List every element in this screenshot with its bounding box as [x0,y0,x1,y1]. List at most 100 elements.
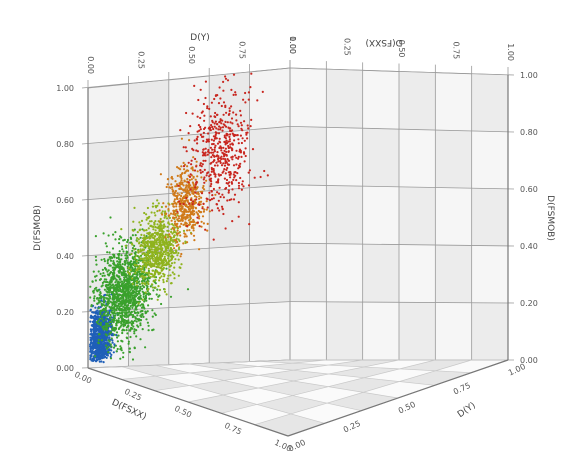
data-point [119,293,122,296]
data-point [231,148,234,151]
data-point [203,119,206,122]
data-point [105,342,108,345]
data-point [137,238,140,241]
data-point [104,314,107,317]
data-point [169,247,173,250]
data-point [132,304,136,307]
left-tick-label: 0.40 [56,252,74,261]
data-point [191,224,194,227]
data-point [162,240,165,243]
data-point [206,222,209,225]
data-point [145,264,148,267]
right-axis-label: D(FSMOB) [545,195,555,241]
data-point [196,135,199,138]
data-point [104,320,107,323]
data-point [99,311,102,315]
data-point [211,209,214,212]
data-point [91,345,94,348]
data-point [208,126,211,129]
data-point [180,194,183,198]
data-point [138,272,141,275]
top-left-tick-label: 0.50 [187,46,196,64]
data-point [232,111,235,114]
data-point [136,314,139,317]
data-point [212,151,215,154]
data-point [216,142,220,145]
data-point [224,143,227,146]
data-point [212,139,215,142]
data-point [169,212,173,215]
data-point [147,247,150,250]
data-point [253,176,256,179]
data-point [231,132,234,135]
data-point [120,254,123,257]
data-point [172,224,175,227]
data-point [234,174,237,177]
bottom-left-axis-label: D(FSXX) [110,398,148,423]
top-left-tick-label: 0.25 [137,51,146,69]
data-point [234,93,237,96]
data-point [244,91,247,95]
bottom-right-tick-label: 0.50 [397,400,417,416]
data-point [106,331,109,334]
data-point [160,229,163,232]
data-point [227,189,230,192]
data-point [199,128,202,131]
data-point [144,261,147,264]
data-point [145,229,148,232]
data-point [112,321,115,324]
bottom-right-tick-label: 0.25 [342,419,362,435]
data-point [123,260,126,264]
data-point [146,310,149,313]
data-point [118,278,121,281]
data-point [165,267,168,270]
data-point [151,242,154,245]
data-point [221,208,224,211]
data-point [125,276,128,279]
data-point [168,268,171,271]
data-point [141,241,144,244]
data-point [249,125,252,128]
data-point [168,233,171,236]
data-point [250,72,253,75]
data-point [162,230,165,233]
data-point [224,147,227,150]
data-point [148,272,151,275]
data-point [204,147,207,150]
data-point [163,288,166,291]
data-point [187,161,190,164]
data-point [194,186,197,189]
data-point [233,134,236,137]
wall-shade [209,303,250,364]
floor-shade [399,370,472,386]
data-point [173,247,176,250]
data-point [184,146,187,149]
data-point [98,278,102,281]
data-point [102,301,106,304]
data-point [133,244,136,247]
floor-shade [121,365,190,377]
data-point [159,173,162,176]
data-point [198,200,201,204]
data-point [230,105,233,108]
series-4 [176,72,269,241]
data-point [167,235,170,238]
data-point [106,336,109,339]
data-point [101,317,104,320]
data-point [174,231,177,234]
data-point [226,79,230,82]
data-point [144,241,147,244]
data-point [192,227,195,230]
data-point [222,113,225,116]
data-point [126,277,129,281]
data-point [203,168,206,171]
data-point [146,277,149,280]
data-point [169,238,172,241]
wall-shade [290,243,327,302]
data-point [123,329,126,332]
data-point [158,288,162,291]
data-point [195,198,198,201]
data-point [99,356,103,359]
data-point [222,212,225,216]
data-point [239,109,242,112]
